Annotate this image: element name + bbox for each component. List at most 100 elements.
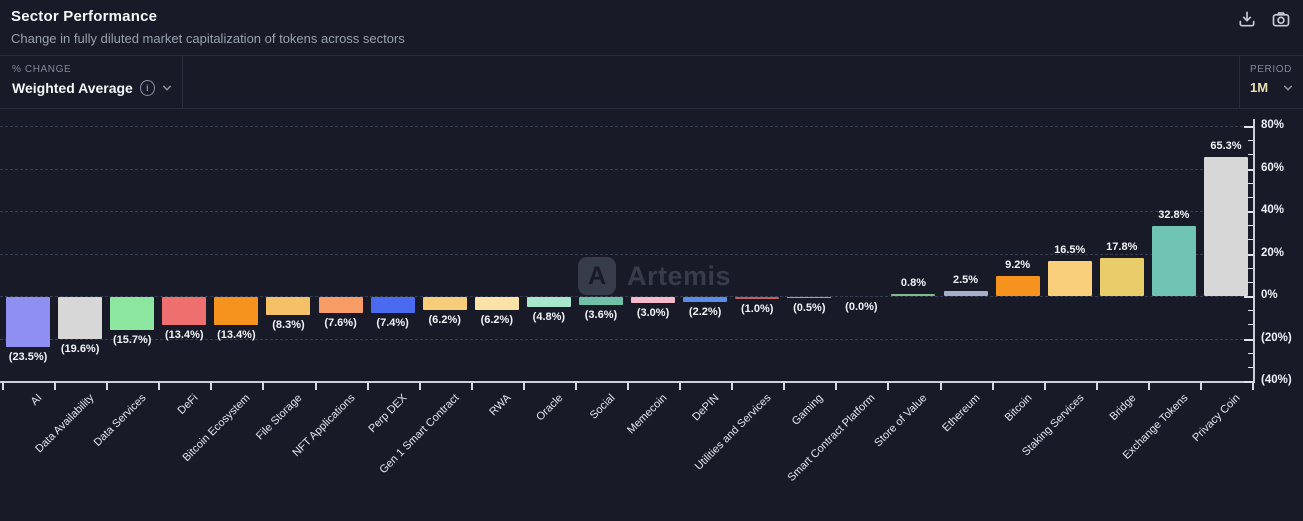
x-axis-tick bbox=[1199, 381, 1202, 390]
y-axis-tick bbox=[1244, 211, 1253, 213]
y-axis-tick bbox=[1244, 168, 1253, 171]
x-axis-tick bbox=[887, 381, 890, 390]
y-axis-label: (40%) bbox=[1261, 374, 1292, 386]
bar-bitcoin[interactable] bbox=[995, 276, 1040, 296]
y-axis-tick bbox=[1248, 324, 1253, 326]
artemis-watermark-text: Artemis bbox=[627, 260, 732, 291]
x-axis-tick bbox=[991, 381, 994, 390]
bar-file-storage[interactable] bbox=[266, 297, 311, 315]
x-axis-tick bbox=[262, 381, 265, 390]
y-axis-tick bbox=[1244, 381, 1253, 383]
x-axis-tick bbox=[314, 381, 317, 390]
x-axis-tick bbox=[1095, 381, 1098, 390]
bar-ethereum[interactable] bbox=[943, 290, 988, 296]
bar-value-label: (3.0%) bbox=[636, 307, 670, 320]
bar-value-label: 16.5% bbox=[1054, 243, 1086, 256]
bar-value-label: (15.7%) bbox=[112, 334, 152, 347]
x-axis-tick bbox=[418, 381, 421, 390]
bar-value-label: (7.6%) bbox=[324, 317, 357, 330]
page-subtitle: Change in fully diluted market capitaliz… bbox=[11, 31, 405, 46]
y-axis-tick bbox=[1248, 182, 1253, 184]
x-axis-tick bbox=[158, 381, 161, 390]
y-axis-tick bbox=[1244, 338, 1253, 341]
y-axis-tick bbox=[1248, 281, 1253, 283]
gridline bbox=[0, 338, 1253, 340]
bar-exchange-tokens[interactable] bbox=[1151, 226, 1196, 296]
y-axis-tick bbox=[1248, 140, 1253, 142]
gridline bbox=[0, 253, 1253, 255]
y-axis-tick bbox=[1248, 267, 1253, 269]
bar-value-label: (6.2%) bbox=[480, 314, 513, 327]
bar-staking-services[interactable] bbox=[1047, 260, 1092, 296]
metric-selector[interactable]: % CHANGE Weighted Average i bbox=[0, 56, 183, 108]
bar-value-label: (0.5%) bbox=[793, 302, 826, 315]
bar-oracle[interactable] bbox=[526, 297, 571, 308]
x-axis-tick bbox=[835, 381, 838, 390]
bar-social[interactable] bbox=[578, 297, 623, 305]
bar-value-label: (13.4%) bbox=[165, 329, 204, 342]
bar-data-availability[interactable] bbox=[58, 297, 103, 339]
bar-value-label: 9.2% bbox=[1005, 259, 1031, 272]
y-axis-tick bbox=[1244, 126, 1253, 128]
x-axis-tick bbox=[783, 381, 786, 390]
metric-value[interactable]: Weighted Average bbox=[12, 80, 133, 96]
bar-value-label: 2.5% bbox=[952, 273, 979, 286]
period-value[interactable]: 1M bbox=[1250, 80, 1269, 95]
gridline bbox=[0, 168, 1253, 170]
controls-spacer bbox=[183, 56, 1239, 108]
bar-value-label: (1.0%) bbox=[741, 303, 774, 316]
x-axis-tick bbox=[2, 381, 4, 390]
x-axis-tick bbox=[574, 381, 577, 390]
bar-utilities-and-services[interactable] bbox=[735, 297, 780, 300]
x-axis-tick bbox=[939, 381, 942, 390]
x-axis-tick bbox=[1043, 381, 1046, 390]
bar-perp-dex[interactable] bbox=[370, 297, 415, 313]
bar-memecoin[interactable] bbox=[631, 297, 676, 304]
bar-gaming[interactable] bbox=[787, 297, 832, 299]
bar-value-label: (2.2%) bbox=[688, 305, 722, 318]
period-label: PERIOD bbox=[1250, 64, 1292, 75]
y-axis-line bbox=[1253, 119, 1255, 383]
x-axis-tick bbox=[470, 381, 473, 390]
y-axis-tick bbox=[1248, 352, 1253, 354]
gridline bbox=[0, 126, 1253, 127]
bar-value-label: 17.8% bbox=[1106, 241, 1138, 254]
bar-value-label: (7.4%) bbox=[376, 316, 409, 329]
bar-gen-1-smart-contract[interactable] bbox=[422, 297, 467, 311]
chart-controls: % CHANGE Weighted Average i PERIOD 1M bbox=[0, 55, 1303, 109]
bar-store-of-value[interactable] bbox=[891, 294, 936, 296]
page-title: Sector Performance bbox=[11, 8, 158, 25]
x-axis-tick bbox=[627, 381, 629, 390]
y-axis-label: 40% bbox=[1261, 204, 1285, 216]
bar-value-label: (23.5%) bbox=[8, 350, 48, 363]
bar-rwa[interactable] bbox=[474, 297, 519, 311]
bar-value-label: (8.3%) bbox=[272, 318, 305, 331]
x-axis-tick bbox=[1147, 381, 1150, 390]
bar-value-label: (4.8%) bbox=[532, 311, 566, 324]
y-axis-tick bbox=[1248, 225, 1253, 227]
bar-value-label: 32.8% bbox=[1158, 209, 1190, 222]
bar-privacy-coin[interactable] bbox=[1203, 157, 1248, 296]
camera-icon[interactable] bbox=[1270, 8, 1291, 29]
bar-bridge[interactable] bbox=[1099, 258, 1144, 296]
bar-depin[interactable] bbox=[683, 297, 728, 302]
bar-ai[interactable] bbox=[6, 297, 51, 347]
chevron-down-icon bbox=[162, 83, 172, 93]
bar-data-services[interactable] bbox=[110, 297, 155, 331]
x-axis-tick bbox=[54, 381, 57, 390]
y-axis-tick bbox=[1248, 310, 1253, 312]
bar-value-label: (19.6%) bbox=[60, 342, 100, 355]
gridline bbox=[0, 211, 1253, 212]
period-selector[interactable]: PERIOD 1M bbox=[1239, 56, 1303, 108]
y-axis-tick bbox=[1248, 239, 1253, 241]
x-axis-tick bbox=[210, 381, 213, 390]
bar-defi[interactable] bbox=[162, 297, 207, 326]
artemis-watermark: A Artemis bbox=[578, 257, 731, 295]
bar-nft-applications[interactable] bbox=[318, 297, 363, 314]
bar-value-label: 0.8% bbox=[900, 277, 926, 290]
bar-bitcoin-ecosystem[interactable] bbox=[214, 297, 259, 326]
download-icon[interactable] bbox=[1236, 8, 1257, 29]
info-icon[interactable]: i bbox=[139, 80, 155, 96]
y-axis-tick bbox=[1248, 196, 1253, 198]
x-axis-tick bbox=[522, 381, 525, 390]
